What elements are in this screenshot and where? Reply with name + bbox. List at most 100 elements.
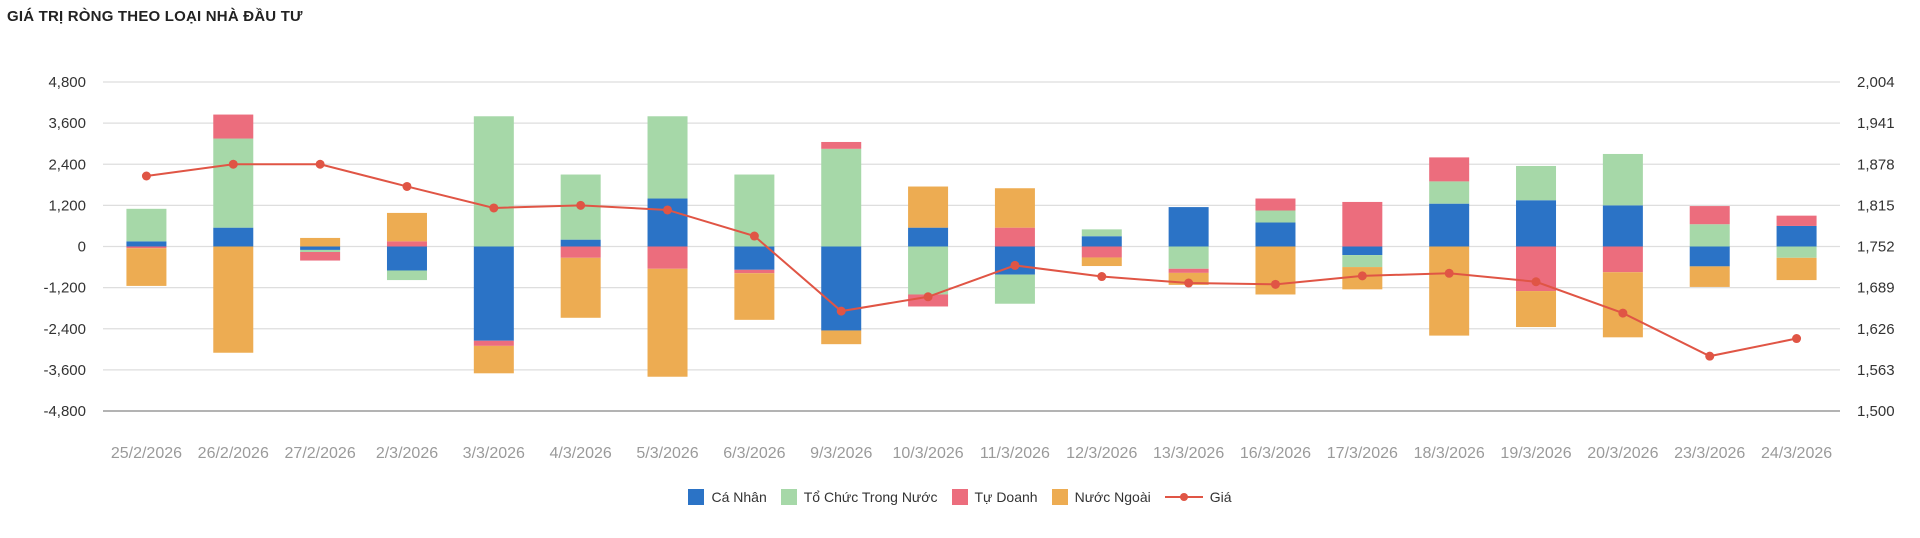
bar-segment bbox=[1081, 246, 1122, 258]
x-tick-label: 19/3/2026 bbox=[1500, 445, 1571, 462]
net-value-chart: 4,800 3,600 2,400 1,200 0 -1,200 -2,400 -3,600 -… bbox=[43, 74, 1894, 462]
price-point bbox=[1357, 271, 1367, 281]
bar-segment bbox=[1342, 201, 1383, 247]
x-tick-label: 5/3/2026 bbox=[636, 445, 698, 462]
bar-segment bbox=[1168, 246, 1209, 269]
bar-segment bbox=[473, 340, 514, 346]
legend-item[interactable]: Giá bbox=[1164, 489, 1232, 505]
bar-segment bbox=[386, 212, 427, 242]
axis-layer: 4,800 3,600 2,400 1,200 0 -1,200 -2,400 -3,600 -… bbox=[43, 74, 1894, 462]
bar-segment bbox=[1429, 203, 1470, 247]
bar-segment bbox=[1516, 291, 1557, 328]
legend-swatch bbox=[951, 489, 968, 505]
y-right-tick-label: 1,815 bbox=[1857, 197, 1895, 214]
legend-swatch bbox=[1051, 489, 1068, 505]
x-tick-label: 6/3/2026 bbox=[723, 445, 785, 462]
bar-segment bbox=[734, 246, 775, 270]
bar-segment bbox=[908, 246, 949, 295]
legend-swatch bbox=[688, 489, 705, 505]
bar-segment bbox=[734, 273, 775, 320]
x-tick-label: 4/3/2026 bbox=[550, 445, 612, 462]
price-point bbox=[1705, 351, 1715, 361]
bar-segment bbox=[386, 270, 427, 281]
x-tick-label: 18/3/2026 bbox=[1414, 445, 1485, 462]
legend-label: Nước Ngoài bbox=[1074, 489, 1151, 505]
price-point bbox=[489, 203, 499, 213]
bar-segment bbox=[386, 241, 427, 247]
bar-segment bbox=[1776, 215, 1817, 226]
x-tick-label: 25/2/2026 bbox=[111, 445, 182, 462]
bar-segment bbox=[126, 208, 167, 242]
bar-segment bbox=[1255, 210, 1296, 223]
price-point bbox=[1531, 277, 1541, 287]
price-line bbox=[146, 163, 1797, 358]
x-tick-label: 2/3/2026 bbox=[376, 445, 438, 462]
chart-legend: Cá Nhân Tổ Chức Trong Nước Tự Doanh Nước Ng… bbox=[0, 489, 1920, 505]
price-point bbox=[1444, 268, 1454, 278]
bar-segment bbox=[126, 241, 167, 247]
price-point bbox=[749, 231, 759, 241]
bar-segment bbox=[1081, 257, 1122, 267]
y-right-tick-label: 1,563 bbox=[1857, 362, 1895, 379]
bar-segment bbox=[126, 246, 167, 249]
bar-segment bbox=[1081, 229, 1122, 237]
y-left-tick-label: -3,600 bbox=[43, 362, 86, 379]
y-right-tick-label: 1,626 bbox=[1857, 321, 1895, 338]
legend-label: Tổ Chức Trong Nước bbox=[803, 489, 938, 505]
bar-segment bbox=[1255, 198, 1296, 211]
y-right-tick-label: 1,878 bbox=[1857, 156, 1895, 173]
x-tick-label: 27/2/2026 bbox=[285, 445, 356, 462]
price-point bbox=[228, 159, 238, 169]
x-tick-label: 24/3/2026 bbox=[1761, 445, 1832, 462]
bar-segment bbox=[560, 239, 601, 247]
bar-segment bbox=[1776, 257, 1817, 281]
x-tick-label: 3/3/2026 bbox=[463, 445, 525, 462]
bar-segment bbox=[734, 269, 775, 274]
y-left-tick-label: 0 bbox=[78, 239, 86, 256]
price-point bbox=[576, 200, 586, 210]
bar-segment bbox=[1516, 200, 1557, 247]
bar-segment bbox=[821, 141, 862, 149]
legend-item[interactable]: Nước Ngoài bbox=[1051, 489, 1151, 505]
bar-segment bbox=[1776, 246, 1817, 258]
y-left-tick-label: 1,200 bbox=[48, 197, 86, 214]
x-tick-label: 17/3/2026 bbox=[1327, 445, 1398, 462]
y-left-tick-label: 2,400 bbox=[48, 156, 86, 173]
bar-segment bbox=[213, 246, 254, 353]
bar-segment bbox=[1342, 246, 1383, 256]
bar-segment bbox=[473, 116, 514, 247]
x-tick-label: 12/3/2026 bbox=[1066, 445, 1137, 462]
legend-label: Tự Doanh bbox=[974, 489, 1038, 505]
bar-segment bbox=[126, 248, 167, 286]
legend-label: Giá bbox=[1209, 489, 1232, 505]
legend-item[interactable]: Tổ Chức Trong Nước bbox=[780, 489, 938, 505]
price-point bbox=[1010, 260, 1020, 270]
price-point bbox=[923, 292, 933, 302]
bar-segment bbox=[994, 274, 1035, 304]
bar-segment bbox=[213, 138, 254, 228]
bar-segment bbox=[473, 345, 514, 374]
bar-segment bbox=[647, 268, 688, 377]
bar-segment bbox=[1516, 165, 1557, 201]
bar-segment bbox=[1689, 246, 1730, 267]
bar-segment bbox=[386, 246, 427, 271]
price-point bbox=[1097, 272, 1107, 282]
bar-segment bbox=[1602, 153, 1643, 206]
x-tick-label: 20/3/2026 bbox=[1587, 445, 1658, 462]
grid-layer bbox=[103, 81, 1840, 412]
bar-segment bbox=[1689, 206, 1730, 225]
bar-segment bbox=[1689, 224, 1730, 247]
bar-segment bbox=[1429, 157, 1470, 182]
x-tick-label: 16/3/2026 bbox=[1240, 445, 1311, 462]
bar-segment bbox=[908, 227, 949, 247]
bar-segment bbox=[473, 246, 514, 341]
bar-segment bbox=[560, 257, 601, 318]
bar-segment bbox=[1429, 181, 1470, 204]
price-point bbox=[1184, 278, 1194, 288]
y-right-tick-label: 1,500 bbox=[1857, 403, 1895, 420]
legend-item[interactable]: Tự Doanh bbox=[951, 489, 1038, 505]
bar-segment bbox=[1255, 222, 1296, 247]
bar-segment bbox=[213, 227, 254, 247]
y-left-tick-label: 4,800 bbox=[48, 74, 86, 91]
legend-item[interactable]: Cá Nhân bbox=[688, 489, 767, 505]
